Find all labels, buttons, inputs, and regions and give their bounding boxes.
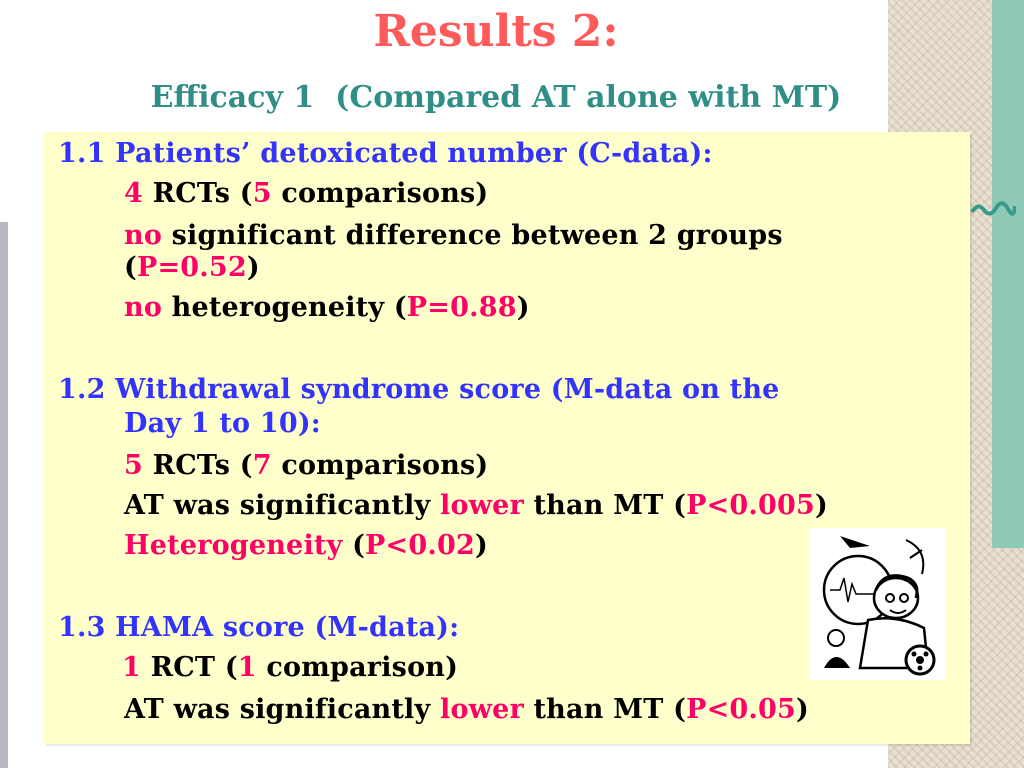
emphasis-word: Heterogeneity	[124, 530, 343, 561]
heterogeneity-text: heterogeneity (	[162, 292, 407, 323]
emphasis-word: no	[124, 292, 163, 323]
scientist-clipart	[810, 528, 946, 680]
p-value: P=0.88	[406, 292, 517, 323]
comparison-label: comparison)	[256, 652, 459, 683]
section-1-1-difference: no significant difference between 2 grou…	[124, 220, 783, 251]
p-value: P=0.52	[136, 252, 247, 283]
section-1-3-result: AT was significantly lower than MT (P<0.…	[124, 694, 809, 725]
paren-close: )	[474, 530, 488, 561]
paren-open: (	[124, 252, 137, 283]
swirl-ornament-icon	[970, 201, 1016, 216]
decorative-left-bar	[0, 222, 8, 768]
rct-count: 1	[122, 652, 141, 683]
section-1-2-heading: 1.2 Withdrawal syndrome score (M-data on…	[58, 374, 780, 405]
section-1-1-heading: 1.1 Patients’ detoxicated number (C-data…	[58, 138, 713, 169]
emphasis-word: lower	[439, 490, 524, 521]
result-text: AT was significantly	[124, 490, 440, 521]
result-text-mid: than MT (	[523, 490, 687, 521]
rct-count: 4	[124, 178, 143, 209]
slide-subtitle: Efficacy 1 (Compared AT alone with MT)	[150, 80, 842, 115]
section-1-3-heading: 1.3 HAMA score (M-data):	[58, 612, 460, 643]
paren-open: (	[342, 530, 366, 561]
emphasis-word: no	[124, 220, 163, 251]
comparison-count: 1	[237, 652, 257, 683]
slide-title: Results 2:	[373, 6, 619, 57]
scientist-clipart-icon	[810, 528, 946, 680]
p-value: P<0.005	[686, 490, 815, 521]
section-1-1-rcts: 4 RCTs (5 comparisons)	[124, 178, 488, 209]
comparison-count: 7	[252, 450, 272, 481]
p-value: P<0.02	[365, 530, 475, 561]
rct-count: 5	[124, 450, 143, 481]
section-1-2-result: AT was significantly lower than MT (P<0.…	[124, 490, 828, 521]
paren-close: )	[814, 490, 828, 521]
comparison-count: 5	[252, 178, 272, 209]
section-1-3-rcts: 1 RCT (1 comparison)	[122, 652, 458, 683]
rct-label: RCT (	[141, 652, 238, 683]
comparison-label: comparisons)	[271, 178, 489, 209]
section-1-2-heading-cont: Day 1 to 10):	[124, 408, 321, 439]
rct-label: RCTs (	[143, 178, 253, 209]
paren-close: )	[246, 252, 260, 283]
result-text-mid: than MT (	[523, 694, 687, 725]
difference-text: significant difference between 2 groups	[162, 220, 783, 251]
decorative-teal-bar	[992, 0, 1024, 548]
result-text: AT was significantly	[124, 694, 440, 725]
section-1-2-rcts: 5 RCTs (7 comparisons)	[124, 450, 488, 481]
comparison-label: comparisons)	[271, 450, 489, 481]
rct-label: RCTs (	[143, 450, 253, 481]
paren-close: )	[795, 694, 809, 725]
section-1-2-heterogeneity: Heterogeneity (P<0.02)	[124, 530, 488, 561]
paren-close: )	[516, 292, 530, 323]
p-value: P<0.05	[686, 694, 796, 725]
emphasis-word: lower	[439, 694, 524, 725]
section-1-1-p-value: (P=0.52)	[124, 252, 260, 283]
section-1-1-heterogeneity: no heterogeneity (P=0.88)	[124, 292, 530, 323]
